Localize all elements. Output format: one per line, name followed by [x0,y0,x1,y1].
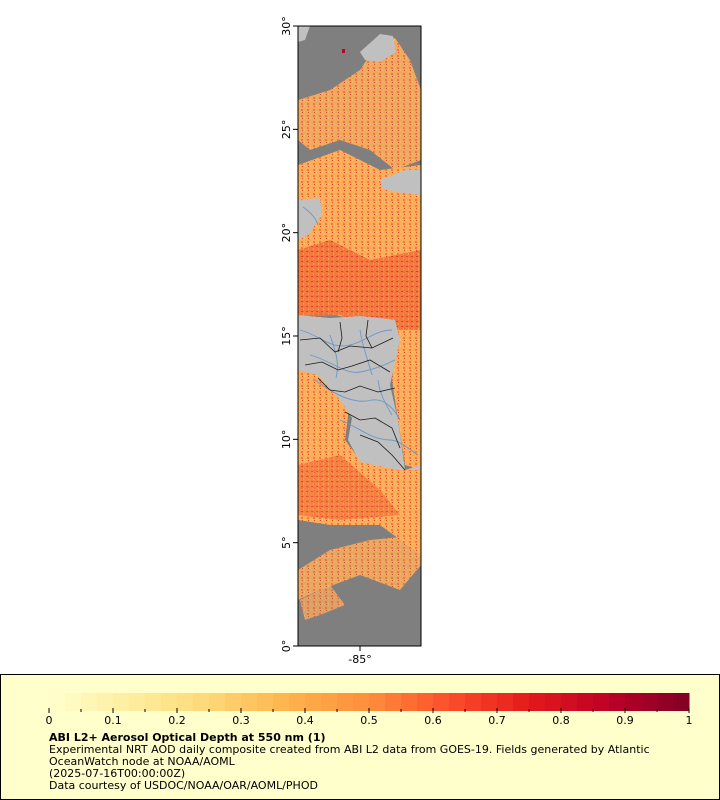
colorbar-segment [625,693,642,711]
colorbar-segment [513,693,530,711]
colorbar-segment [241,693,258,711]
colorbar-segment [337,693,354,711]
colorbar-segment [81,693,98,711]
colorbar-segment [449,693,466,711]
colorbar-tick-label: 0.3 [232,714,250,727]
lon-tick-label: -85° [348,653,371,666]
colorbar-tick-label: 1 [686,714,693,727]
colorbar-tick-label: 0.1 [104,714,122,727]
colorbar-segment [369,693,386,711]
colorbar-tick-label: 0.2 [168,714,186,727]
colorbar-segment [193,693,210,711]
colorbar-ticks: 0 0.1 0.2 0.3 0.4 0.5 0.6 0.7 0.8 0.9 1 [46,708,693,727]
colorbar-segment [481,693,498,711]
map-area[interactable]: 0° 5° 10° 15° 20° 25° 30° -85° [0,0,720,672]
aod-map[interactable]: 0° 5° 10° 15° 20° 25° 30° -85° [0,0,720,672]
colorbar-segment [161,693,178,711]
colorbar-segment [353,693,370,711]
legend-caption: ABI L2+ Aerosol Optical Depth at 550 nm … [49,732,689,792]
aod-field [298,38,421,620]
colorbar-segment [401,693,418,711]
colorbar-segment [657,693,674,711]
colorbar-tick-label: 0.4 [296,714,314,727]
colorbar-segment [289,693,306,711]
legend-credit: Data courtesy of USDOC/NOAA/OAR/AOML/PHO… [49,779,318,792]
colorbar-segment [673,693,690,711]
colorbar-segment [497,693,514,711]
political-borders [299,319,406,471]
colorbar-segment [225,693,242,711]
colorbar-segment [641,693,658,711]
colorbar-segment [529,693,546,711]
colorbar-tick-label: 0.5 [360,714,378,727]
lat-tick-label: 25° [280,120,293,140]
land-mass [298,26,421,470]
colorbar-segment [257,693,274,711]
colorbar-segment [545,693,562,711]
colorbar-segment [385,693,402,711]
color-scale-bar: 0 0.1 0.2 0.3 0.4 0.5 0.6 0.7 0.8 0.9 1 [46,693,693,727]
lat-tick-label: 15° [280,326,293,346]
colorbar-gradient [49,693,690,711]
legend-description-line-2: OceanWatch node at NOAA/AOML [49,755,235,768]
colorbar-segment [561,693,578,711]
legend-description-line-1: Experimental NRT AOD daily composite cre… [49,743,650,756]
latitude-axis: 0° 5° 10° 15° 20° 25° 30° [280,16,298,652]
map-plot-area [298,26,421,646]
longitude-axis: -85° [348,646,372,666]
colorbar-segment [65,693,82,711]
colorbar-segment [113,693,130,711]
colorbar-segment [305,693,322,711]
colorbar-segment [129,693,146,711]
colorbar-segment [273,693,290,711]
lat-tick-label: 5° [280,536,293,549]
colorbar-segment [433,693,450,711]
colorbar-segment [49,693,66,711]
colorbar-segment [465,693,482,711]
colorbar-segment [177,693,194,711]
aod-hotspot [342,49,345,53]
colorbar-segment [593,693,610,711]
lat-tick-label: 0° [280,640,293,653]
legend-title: ABI L2+ Aerosol Optical Depth at 550 nm … [49,731,326,744]
lat-tick-label: 10° [280,430,293,450]
colorbar-segment [209,693,226,711]
colorbar-segment [417,693,434,711]
colorbar-segment [97,693,114,711]
colorbar-tick-label: 0 [46,714,53,727]
colorbar-segment [145,693,162,711]
colorbar-segment [577,693,594,711]
lat-tick-label: 30° [280,16,293,36]
colorbar-tick-label: 0.7 [488,714,506,727]
colorbar-tick-label: 0.6 [424,714,442,727]
rivers [299,206,419,456]
colorbar-tick-label: 0.8 [552,714,570,727]
colorbar-tick-label: 0.9 [616,714,634,727]
colorbar-segment [321,693,338,711]
lat-tick-label: 20° [280,223,293,243]
legend-date: (2025-07-16T00:00:00Z) [49,767,186,780]
colorbar-segment [609,693,626,711]
legend-panel: 0 0.1 0.2 0.3 0.4 0.5 0.6 0.7 0.8 0.9 1 ABI L2+ Ae… [0,674,720,800]
